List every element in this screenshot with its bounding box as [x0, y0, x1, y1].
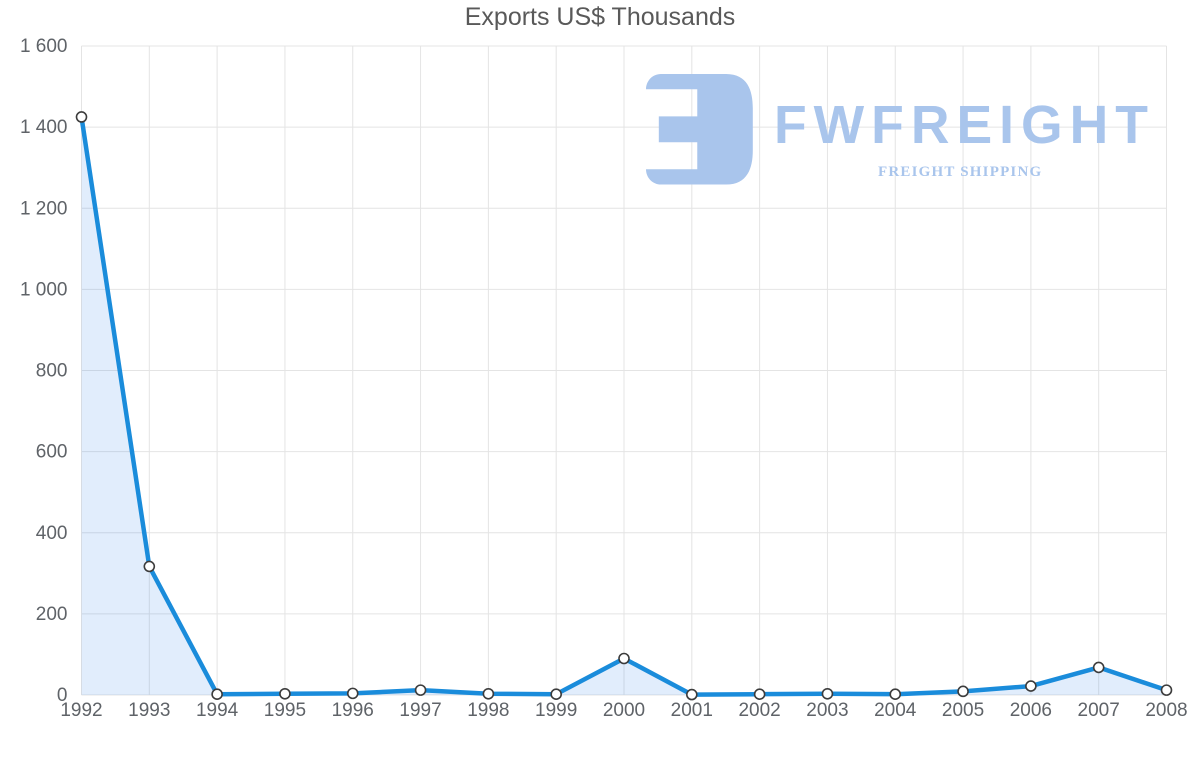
svg-text:1996: 1996	[332, 700, 374, 721]
svg-text:2008: 2008	[1145, 700, 1187, 721]
svg-text:FWFREIGHT: FWFREIGHT	[774, 96, 1155, 155]
svg-text:2003: 2003	[806, 700, 848, 721]
svg-text:800: 800	[36, 361, 68, 382]
svg-text:1997: 1997	[399, 700, 441, 721]
svg-text:2002: 2002	[738, 700, 780, 721]
svg-text:400: 400	[36, 523, 68, 544]
svg-text:2007: 2007	[1078, 700, 1120, 721]
svg-text:600: 600	[36, 442, 68, 463]
svg-text:200: 200	[36, 604, 68, 625]
svg-text:2004: 2004	[874, 700, 917, 721]
svg-text:1994: 1994	[196, 700, 239, 721]
svg-text:1998: 1998	[467, 700, 509, 721]
svg-text:1 600: 1 600	[20, 36, 68, 57]
svg-text:1 200: 1 200	[20, 198, 68, 219]
svg-text:1999: 1999	[535, 700, 577, 721]
svg-text:1993: 1993	[128, 700, 170, 721]
svg-text:1 000: 1 000	[20, 279, 68, 300]
svg-text:2005: 2005	[942, 700, 984, 721]
svg-text:2001: 2001	[671, 700, 713, 721]
svg-text:FREIGHT SHIPPING: FREIGHT SHIPPING	[878, 164, 1042, 180]
svg-text:1995: 1995	[264, 700, 306, 721]
svg-text:2000: 2000	[603, 700, 645, 721]
svg-text:0: 0	[57, 685, 68, 706]
svg-text:1 400: 1 400	[20, 117, 68, 138]
svg-text:2006: 2006	[1010, 700, 1052, 721]
